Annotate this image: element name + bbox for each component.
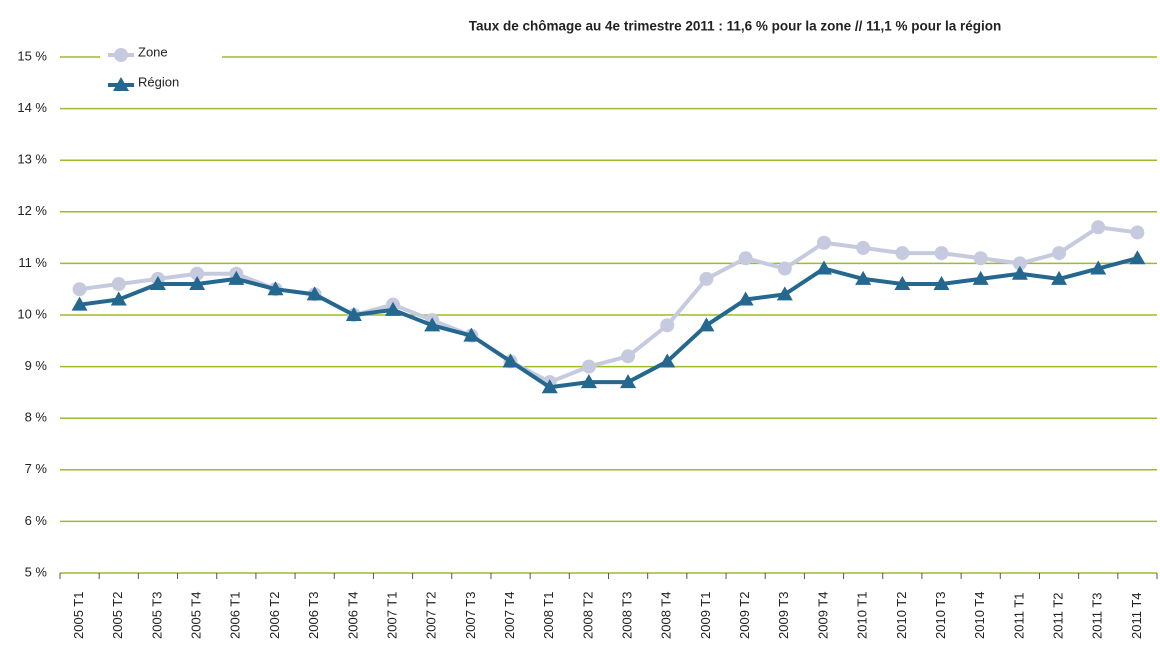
data-point	[71, 296, 88, 311]
data-point	[621, 349, 636, 364]
data-point	[581, 359, 596, 374]
data-point	[1012, 256, 1027, 271]
x-tick-label: 2010 T3	[933, 592, 948, 639]
x-tick-label: 2007 T2	[424, 592, 439, 639]
x-tick-label: 2007 T1	[384, 592, 399, 639]
data-point	[541, 379, 558, 394]
data-point	[345, 307, 362, 321]
data-point	[776, 286, 793, 301]
data-point	[973, 251, 988, 266]
x-tick-label: 2007 T3	[463, 592, 478, 639]
x-tick-label: 2011 T3	[1090, 592, 1105, 639]
x-tick-label: 2011 T2	[1050, 592, 1065, 639]
x-tick-label: 2010 T2	[894, 592, 909, 639]
data-point	[111, 277, 126, 292]
data-point	[737, 291, 754, 306]
data-point	[1011, 265, 1028, 280]
data-point	[149, 276, 166, 291]
data-point	[816, 235, 831, 250]
data-point	[189, 276, 206, 291]
x-tick-label: 2006 T3	[306, 592, 321, 639]
data-point	[777, 261, 792, 276]
y-tick-label: 8 %	[25, 410, 48, 425]
series-line	[79, 256, 1138, 390]
data-point	[698, 317, 715, 332]
data-point	[855, 270, 872, 285]
data-point	[1052, 246, 1067, 261]
data-point	[1091, 220, 1106, 235]
y-tick-label: 10 %	[17, 306, 47, 321]
x-tick-label: 2007 T4	[502, 592, 517, 639]
y-tick-label: 7 %	[25, 461, 48, 476]
x-tick-label: 2005 T2	[110, 592, 125, 639]
x-tick-label: 2006 T2	[267, 592, 282, 639]
data-point	[660, 318, 675, 333]
data-point	[659, 353, 676, 368]
x-tick-label: 2006 T1	[228, 592, 243, 639]
x-tick-label: 2009 T2	[737, 592, 752, 639]
data-point	[738, 251, 753, 266]
data-point	[894, 276, 911, 291]
data-point	[1090, 260, 1107, 275]
y-tick-label: 6 %	[25, 513, 48, 528]
legend-marker	[113, 77, 129, 91]
y-tick-label: 13 %	[17, 152, 47, 167]
data-point	[580, 374, 597, 389]
x-tick-label: 2009 T4	[815, 592, 830, 639]
x-tick-label: 2010 T4	[972, 592, 987, 639]
data-point	[1129, 250, 1146, 265]
data-point	[385, 301, 402, 316]
data-point	[934, 246, 949, 261]
x-tick-label: 2009 T3	[776, 592, 791, 639]
data-point	[699, 271, 714, 286]
x-tick-label: 2008 T4	[659, 592, 674, 639]
data-point	[110, 291, 127, 306]
x-tick-label: 2005 T1	[71, 592, 86, 639]
data-point	[424, 317, 441, 332]
y-tick-label: 12 %	[17, 203, 47, 218]
data-point	[306, 286, 323, 301]
x-tick-label: 2008 T1	[541, 592, 556, 639]
data-point	[620, 374, 637, 389]
x-tick-label: 2005 T3	[149, 592, 164, 639]
data-point	[267, 281, 284, 296]
x-tick-label: 2011 T1	[1011, 592, 1026, 639]
x-tick-label: 2010 T1	[855, 592, 870, 639]
data-point	[933, 276, 950, 291]
data-point	[190, 266, 205, 281]
x-tick-label: 2006 T4	[345, 592, 360, 639]
data-point	[72, 282, 87, 297]
legend-marker	[114, 48, 128, 62]
y-tick-label: 11 %	[18, 255, 47, 270]
legend-label: Région	[138, 74, 179, 89]
data-point	[228, 270, 245, 285]
data-point	[815, 260, 832, 275]
x-tick-label: 2011 T4	[1129, 592, 1144, 639]
y-tick-label: 14 %	[17, 100, 47, 115]
y-tick-label: 15 %	[17, 48, 47, 63]
data-point	[1051, 270, 1068, 285]
data-point	[1130, 225, 1145, 240]
legend-label: Zone	[138, 44, 168, 59]
data-point	[502, 353, 519, 368]
data-point	[463, 327, 480, 342]
series-line	[79, 225, 1138, 385]
y-tick-label: 9 %	[25, 358, 48, 373]
x-tick-label: 2009 T1	[698, 592, 713, 639]
data-point	[972, 270, 989, 285]
data-point	[895, 246, 910, 261]
x-tick-label: 2008 T3	[620, 592, 635, 639]
chart-title: Taux de chômage au 4e trimestre 2011 : 1…	[469, 19, 1001, 34]
legend: Zone Région	[100, 42, 222, 100]
x-tick-label: 2005 T4	[189, 592, 204, 639]
x-tick-label: 2008 T2	[580, 592, 595, 639]
data-point	[856, 240, 871, 255]
y-tick-label: 5 %	[25, 564, 48, 579]
